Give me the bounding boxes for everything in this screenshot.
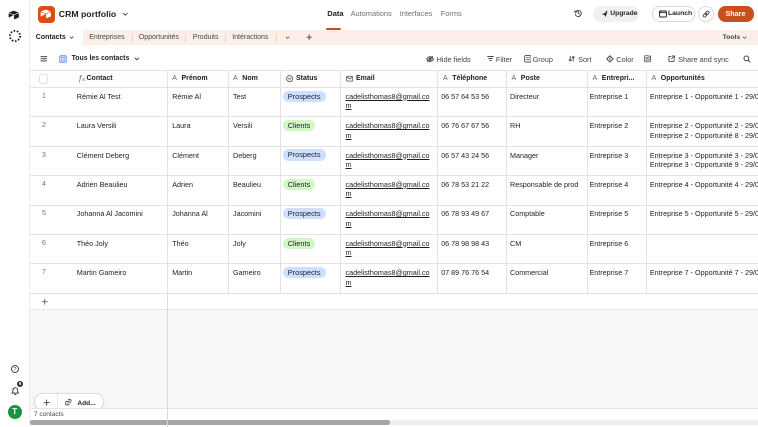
svg-text:?: ?: [13, 367, 16, 373]
